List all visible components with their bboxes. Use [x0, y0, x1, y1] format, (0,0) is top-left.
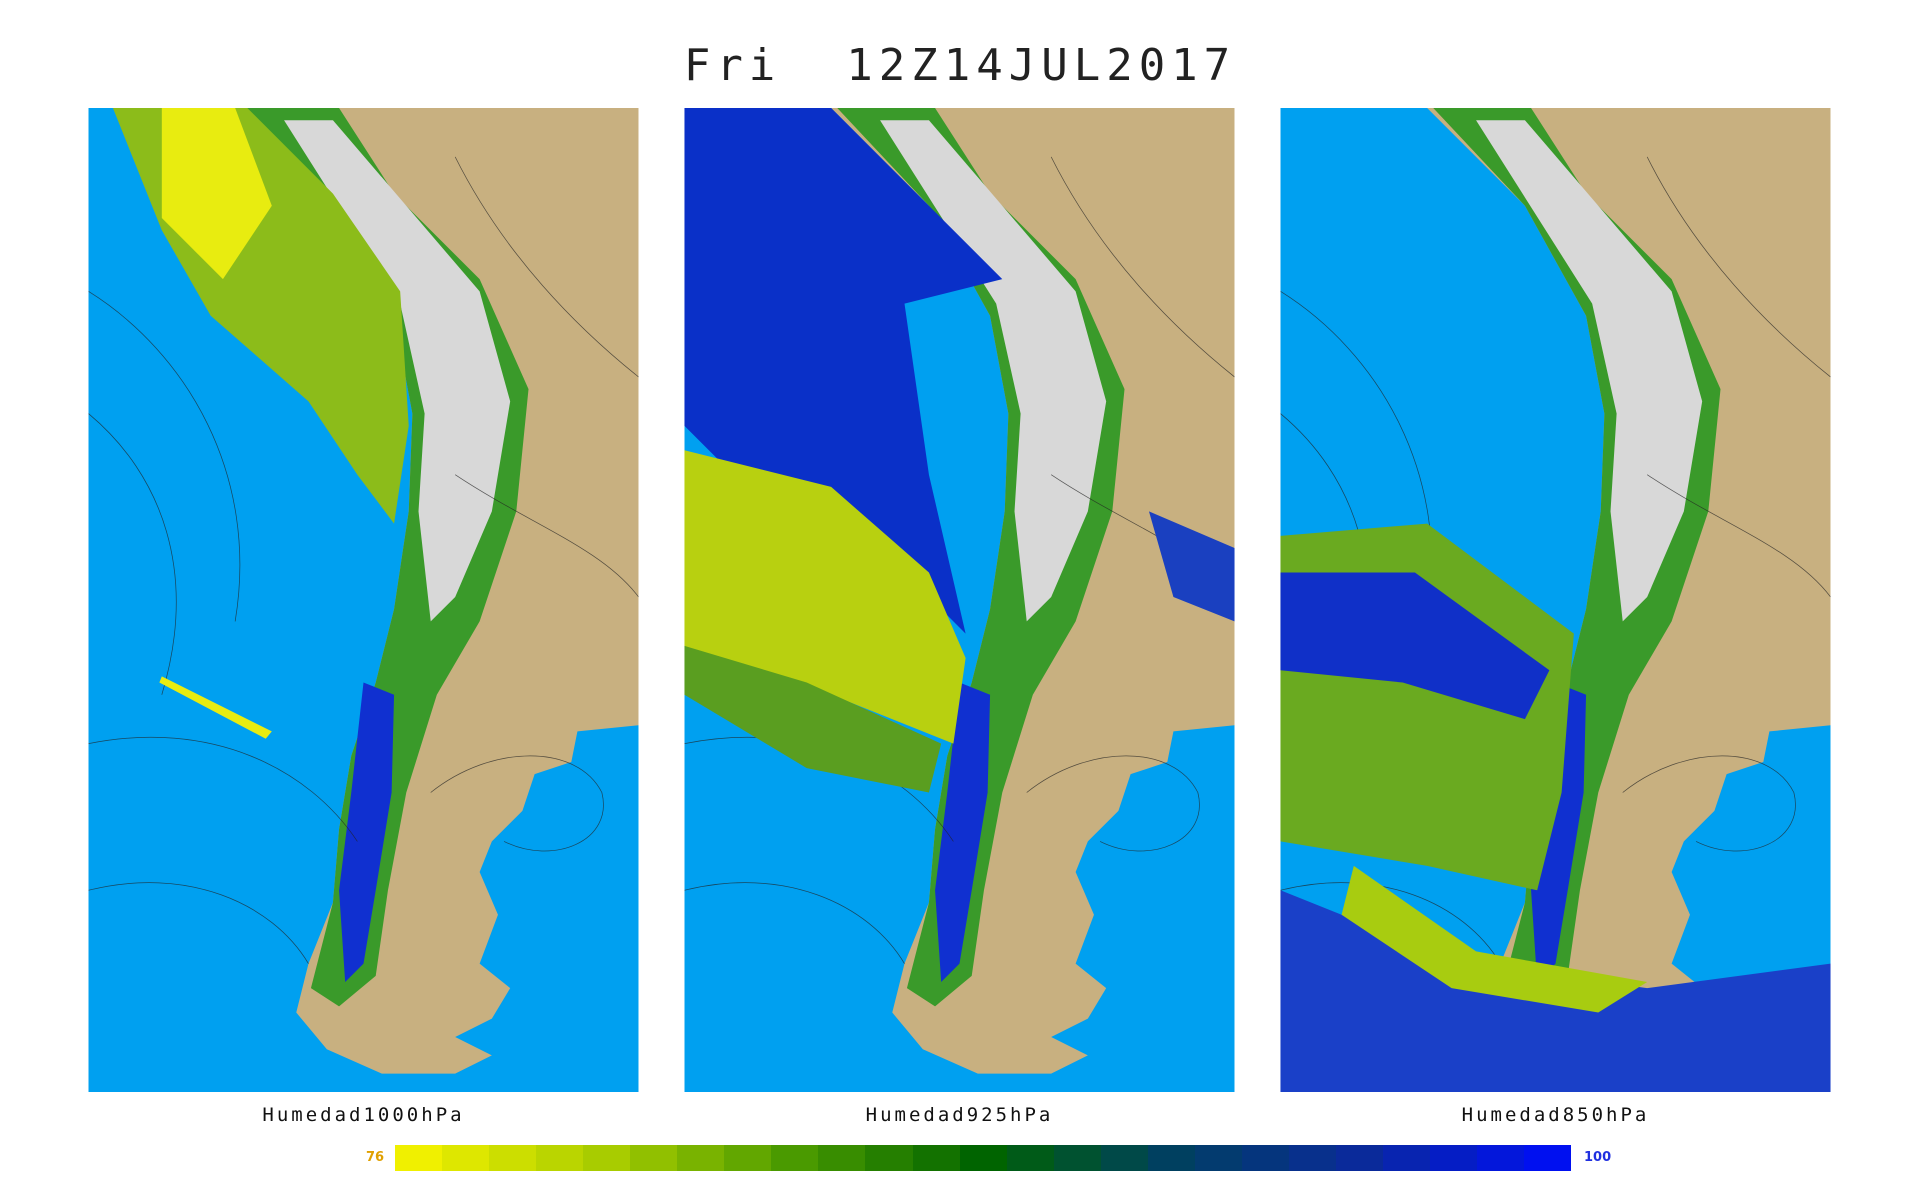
colorbar-swatch	[1100, 1145, 1148, 1171]
panel-label: Humedad925hPa	[865, 1104, 1054, 1126]
colorbar-swatch	[1335, 1145, 1383, 1171]
colorbar-swatch	[1241, 1145, 1289, 1171]
colorbar-swatch	[1430, 1145, 1478, 1171]
humidity-area	[1148, 511, 1235, 622]
colorbar-swatch	[442, 1145, 490, 1171]
title: Fri 12Z14JUL2017	[683, 40, 1237, 91]
map-panel	[1280, 108, 1831, 1092]
panel-label: Humedad1000hPa	[262, 1104, 465, 1126]
colorbar-swatch	[724, 1145, 772, 1171]
colorbar-swatch	[536, 1145, 584, 1171]
colorbar-swatch	[395, 1145, 443, 1171]
humidity-area	[159, 676, 272, 739]
humidity-area	[1280, 572, 1550, 720]
colorbar-swatch	[1006, 1145, 1054, 1171]
colorbar-swatch	[771, 1145, 819, 1171]
colorbar-swatch	[677, 1145, 725, 1171]
map-panel	[684, 108, 1235, 1092]
colorbar-swatch	[1147, 1145, 1195, 1171]
colorbar-min-label: 76	[366, 1150, 385, 1165]
humidity-area	[684, 108, 1003, 634]
colorbar-swatch	[959, 1145, 1007, 1171]
colorbar	[395, 1145, 1572, 1171]
colorbar-swatch	[489, 1145, 537, 1171]
colorbar-swatch	[630, 1145, 678, 1171]
colorbar-swatch	[1382, 1145, 1431, 1171]
humidity-area	[161, 108, 272, 280]
colorbar-swatch	[1194, 1145, 1242, 1171]
colorbar-max-label: 100	[1584, 1150, 1612, 1165]
colorbar-swatch	[865, 1145, 913, 1171]
colorbar-swatch	[1288, 1145, 1336, 1171]
colorbar-swatch	[912, 1145, 960, 1171]
humidity-area	[1341, 865, 1648, 1013]
humidity-area	[684, 645, 942, 793]
colorbar-swatch	[818, 1145, 866, 1171]
colorbar-swatch	[1053, 1145, 1101, 1171]
colorbar-swatch	[1524, 1145, 1572, 1171]
panel-label: Humedad850hPa	[1461, 1104, 1650, 1126]
colorbar-swatch	[1477, 1145, 1525, 1171]
map-panel	[88, 108, 639, 1092]
colorbar-swatch	[583, 1145, 631, 1171]
